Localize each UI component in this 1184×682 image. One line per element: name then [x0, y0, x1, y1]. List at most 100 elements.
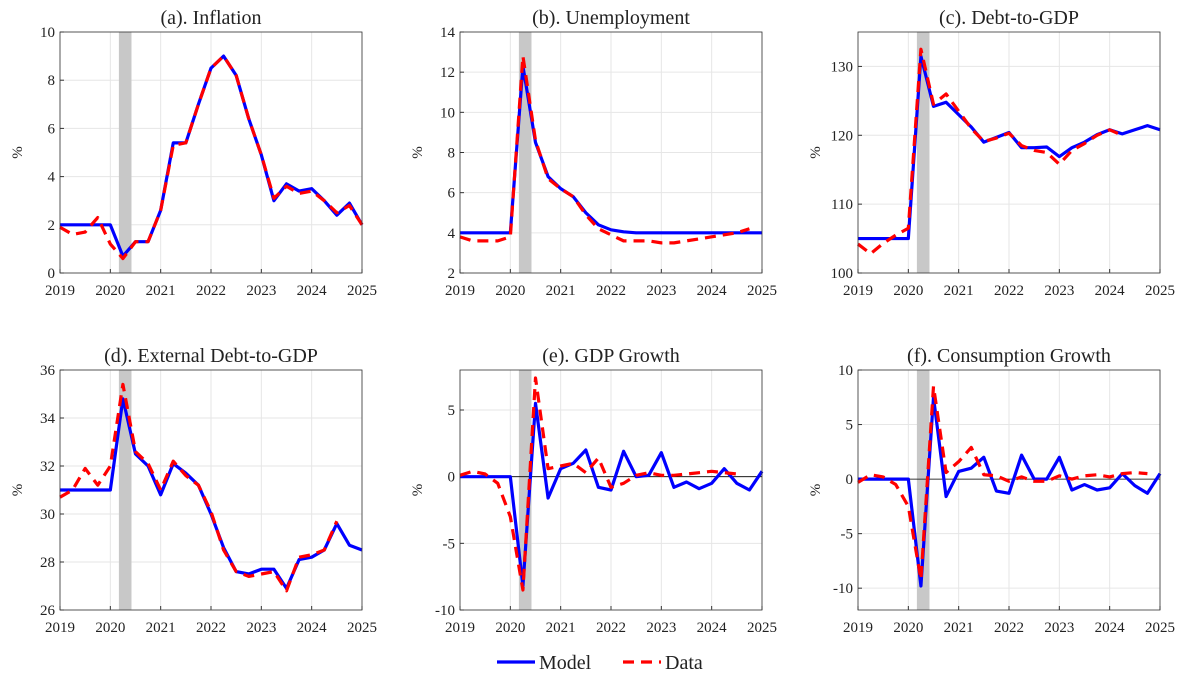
- x-tick-label: 2025: [1145, 283, 1175, 299]
- panel: 2019 2020 2021 2022 2023 2024 2025 0 2 4 6 8 10 (a). …: [10, 7, 377, 299]
- y-axis-label: %: [10, 146, 26, 159]
- x-tick-label: 2025: [1145, 620, 1175, 636]
- axes-box: [59, 31, 363, 274]
- series-line: [857, 47, 1123, 256]
- series-line: [459, 54, 750, 245]
- x-tick-label: 2023: [246, 283, 276, 299]
- x-tick-label: 2021: [146, 283, 176, 299]
- x-tick-label: 2024: [1095, 620, 1126, 636]
- y-tick-label: 5: [846, 418, 854, 434]
- y-tick-label: 10: [838, 363, 853, 379]
- y-tick-label: -10: [435, 603, 455, 619]
- y-tick-label: 30: [40, 507, 55, 523]
- series-line: [858, 395, 1162, 588]
- series-line: [59, 54, 364, 261]
- x-tick-label: 2021: [546, 620, 576, 636]
- y-tick-label: 10: [440, 105, 455, 121]
- chart-title: (b). Unemployment: [532, 7, 690, 29]
- y-axis-label: %: [410, 146, 426, 159]
- x-tick-label: 2020: [95, 620, 125, 636]
- y-tick-label: 4: [448, 226, 456, 242]
- x-tick-label: 2022: [596, 620, 626, 636]
- axes-box: [59, 369, 363, 611]
- y-tick-label: 8: [448, 146, 456, 162]
- x-tick-label: 2025: [347, 620, 377, 636]
- legend-label: Data: [665, 652, 703, 674]
- legend-label: Model: [539, 652, 592, 674]
- x-tick-label: 2022: [994, 283, 1024, 299]
- x-tick-label: 2022: [196, 620, 226, 636]
- y-tick-label: 2: [448, 266, 456, 282]
- x-tick-label: 2021: [546, 283, 576, 299]
- x-tick-label: 2022: [994, 620, 1024, 636]
- x-tick-label: 2019: [843, 620, 873, 636]
- x-tick-label: 2021: [146, 620, 176, 636]
- x-tick-label: 2019: [45, 620, 75, 636]
- y-tick-label: 6: [448, 186, 456, 202]
- y-tick-label: 100: [831, 266, 854, 282]
- panel: 2019 2020 2021 2022 2023 2024 2025 -10 -5 0 5 10 (f)…: [808, 345, 1175, 636]
- series-line: [460, 401, 764, 588]
- y-tick-label: -5: [443, 536, 456, 552]
- y-tick-label: 34: [40, 411, 56, 427]
- x-tick-label: 2019: [445, 283, 475, 299]
- panel: 2019 2020 2021 2022 2023 2024 2025 2 4 6 8 10 12 14 (b…: [410, 7, 777, 299]
- series-line: [60, 54, 364, 258]
- y-tick-label: 12: [440, 65, 455, 81]
- x-tick-label: 2024: [297, 620, 328, 636]
- y-tick-label: 28: [40, 555, 55, 571]
- x-tick-label: 2019: [445, 620, 475, 636]
- x-tick-label: 2021: [944, 620, 974, 636]
- axes-box: [459, 369, 763, 611]
- y-tick-label: 2: [48, 218, 56, 234]
- y-axis-label: %: [410, 484, 426, 497]
- x-tick-label: 2024: [697, 620, 728, 636]
- x-tick-label: 2020: [893, 283, 923, 299]
- y-tick-label: 0: [448, 470, 456, 486]
- y-tick-label: 110: [831, 197, 853, 213]
- axes-box: [857, 31, 1161, 274]
- y-tick-label: 32: [40, 459, 55, 475]
- shaded-period: [518, 370, 532, 610]
- x-tick-label: 2023: [246, 620, 276, 636]
- x-tick-label: 2020: [495, 620, 525, 636]
- series-line: [857, 384, 1148, 582]
- axes-box: [857, 369, 1161, 611]
- x-tick-label: 2024: [697, 283, 728, 299]
- y-axis-label: %: [808, 146, 824, 159]
- legend: Model Data: [497, 652, 703, 674]
- chart-title: (f). Consumption Growth: [907, 345, 1111, 367]
- y-tick-label: 0: [846, 472, 854, 488]
- panel: 2019 2020 2021 2022 2023 2024 2025 26 28 30 32 34 36…: [10, 345, 377, 636]
- x-tick-label: 2020: [893, 620, 923, 636]
- y-tick-label: 130: [831, 59, 854, 75]
- chart-title: (c). Debt-to-GDP: [939, 7, 1079, 29]
- x-tick-label: 2022: [196, 283, 226, 299]
- shaded-period: [916, 32, 930, 273]
- series-line: [59, 382, 339, 593]
- y-tick-label: 10: [40, 25, 55, 41]
- x-tick-label: 2024: [297, 283, 328, 299]
- y-tick-label: -10: [833, 581, 853, 597]
- y-tick-label: 36: [40, 363, 56, 379]
- x-tick-label: 2022: [596, 283, 626, 299]
- x-tick-label: 2023: [646, 283, 676, 299]
- x-tick-label: 2020: [95, 283, 125, 299]
- y-axis-label: %: [10, 484, 26, 497]
- y-tick-label: 4: [48, 170, 56, 186]
- axes-box: [459, 31, 763, 274]
- y-tick-label: 0: [48, 266, 56, 282]
- chart-title: (a). Inflation: [160, 7, 261, 29]
- x-tick-label: 2019: [45, 283, 75, 299]
- x-tick-label: 2023: [646, 620, 676, 636]
- x-tick-label: 2024: [1095, 283, 1126, 299]
- x-tick-label: 2023: [1044, 283, 1074, 299]
- y-axis-label: %: [808, 484, 824, 497]
- panel: 2019 2020 2021 2022 2023 2024 2025 100 110 120 130…: [808, 7, 1175, 299]
- x-tick-label: 2021: [944, 283, 974, 299]
- shaded-period: [916, 370, 930, 610]
- y-tick-label: 14: [440, 25, 456, 41]
- y-tick-label: 8: [48, 73, 56, 89]
- chart-title: (e). GDP Growth: [542, 345, 680, 367]
